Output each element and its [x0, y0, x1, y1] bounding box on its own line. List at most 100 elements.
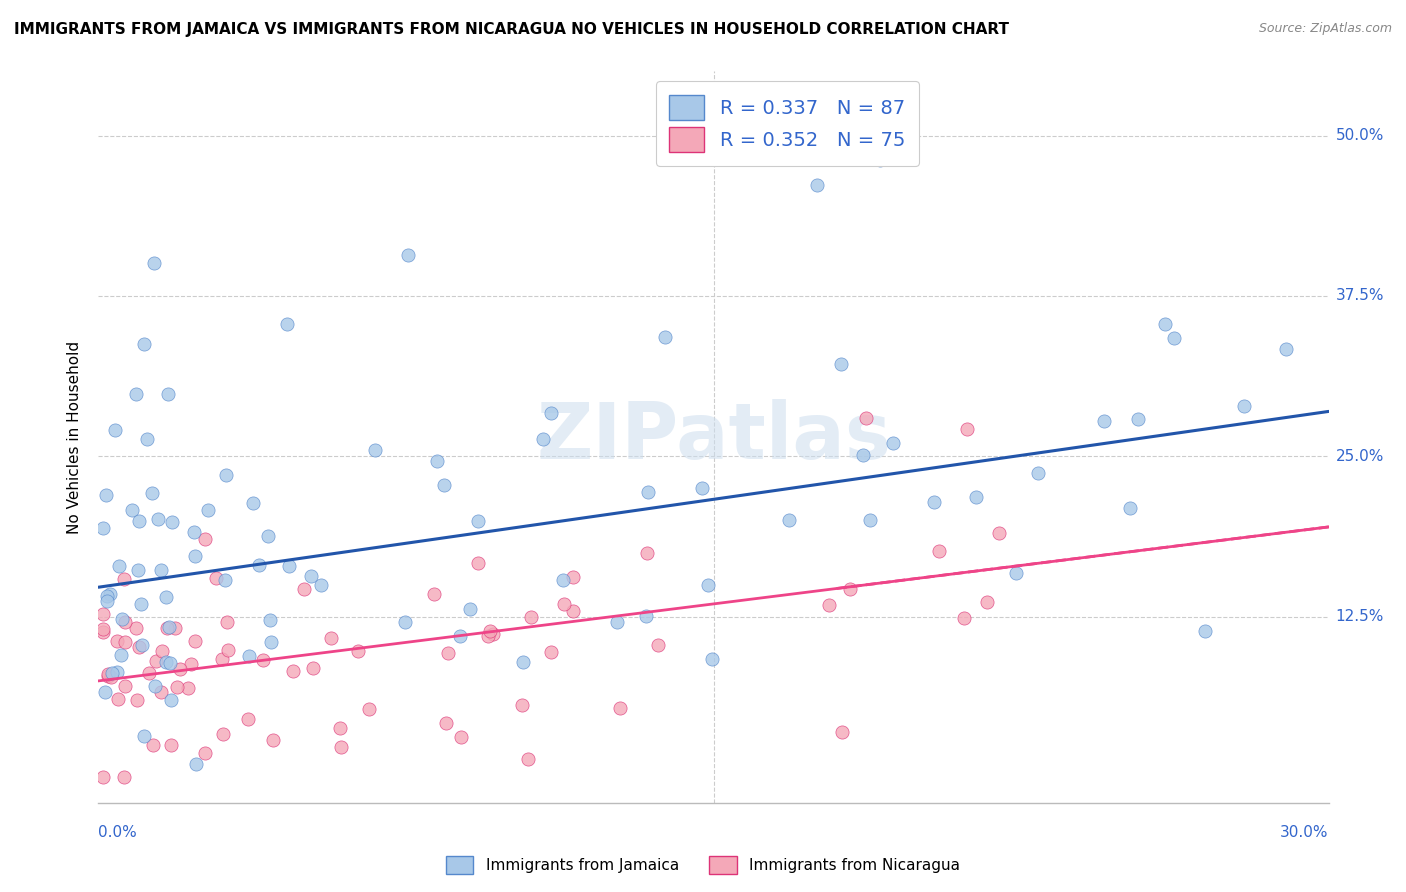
Point	[1092, 414, 1115, 428]
Point	[160, 738, 183, 752]
Point	[155, 621, 177, 635]
Point	[252, 653, 274, 667]
Point	[184, 549, 207, 563]
Point	[1154, 318, 1177, 332]
Point	[562, 603, 585, 617]
Point	[214, 574, 236, 588]
Text: 30.0%: 30.0%	[1281, 825, 1329, 840]
Point	[260, 635, 283, 649]
Point	[165, 621, 187, 635]
Point	[364, 442, 387, 457]
Point	[127, 564, 149, 578]
Point	[433, 478, 456, 492]
Point	[818, 598, 841, 612]
Point	[166, 680, 188, 694]
Point	[553, 597, 575, 611]
Point	[93, 685, 115, 699]
Point	[96, 594, 118, 608]
Text: 50.0%: 50.0%	[1336, 128, 1384, 143]
Point	[214, 468, 236, 483]
Point	[184, 634, 207, 648]
Point	[510, 698, 533, 713]
Point	[1163, 331, 1185, 345]
Point	[831, 724, 853, 739]
Point	[129, 597, 152, 611]
Point	[394, 615, 416, 630]
Point	[125, 386, 148, 401]
Point	[423, 587, 446, 601]
Point	[637, 485, 659, 500]
Point	[97, 666, 120, 681]
Point	[155, 656, 177, 670]
Point	[517, 752, 540, 766]
Point	[150, 685, 173, 699]
Point	[242, 496, 264, 510]
Point	[551, 573, 574, 587]
Point	[145, 653, 167, 667]
Point	[359, 701, 381, 715]
Text: 12.5%: 12.5%	[1336, 609, 1384, 624]
Point	[141, 486, 163, 500]
Point	[512, 655, 534, 669]
Point	[159, 657, 181, 671]
Point	[110, 648, 132, 663]
Point	[922, 495, 945, 509]
Point	[606, 615, 628, 630]
Text: IMMIGRANTS FROM JAMAICA VS IMMIGRANTS FROM NICARAGUA NO VEHICLES IN HOUSEHOLD CO: IMMIGRANTS FROM JAMAICA VS IMMIGRANTS FR…	[14, 22, 1010, 37]
Point	[180, 657, 202, 671]
Point	[697, 578, 720, 592]
Y-axis label: No Vehicles in Household: No Vehicles in Household	[67, 341, 83, 533]
Point	[806, 178, 828, 193]
Point	[128, 640, 150, 654]
Point	[136, 433, 159, 447]
Point	[467, 514, 489, 528]
Legend: R = 0.337   N = 87, R = 0.352   N = 75: R = 0.337 N = 87, R = 0.352 N = 75	[655, 81, 920, 166]
Point	[211, 652, 233, 666]
Point	[138, 665, 160, 680]
Point	[311, 578, 333, 592]
Point	[215, 615, 238, 629]
Point	[111, 612, 134, 626]
Point	[217, 643, 239, 657]
Point	[634, 609, 657, 624]
Point	[96, 589, 118, 603]
Point	[329, 721, 352, 735]
Point	[114, 615, 136, 630]
Text: 37.5%: 37.5%	[1336, 288, 1384, 303]
Point	[91, 622, 114, 636]
Point	[477, 630, 499, 644]
Point	[105, 634, 128, 648]
Point	[520, 610, 543, 624]
Point	[259, 613, 281, 627]
Point	[238, 649, 260, 664]
Point	[838, 582, 860, 596]
Point	[194, 746, 217, 760]
Point	[91, 521, 114, 535]
Point	[278, 559, 301, 574]
Point	[169, 662, 191, 676]
Point	[112, 770, 135, 784]
Point	[561, 570, 583, 584]
Point	[125, 621, 148, 635]
Point	[150, 562, 173, 576]
Point	[976, 594, 998, 608]
Point	[104, 423, 127, 437]
Point	[965, 490, 987, 504]
Point	[1275, 343, 1298, 357]
Point	[690, 481, 713, 495]
Point	[396, 248, 419, 262]
Point	[131, 638, 153, 652]
Point	[128, 514, 150, 528]
Point	[156, 387, 179, 401]
Point	[292, 582, 315, 596]
Text: Source: ZipAtlas.com: Source: ZipAtlas.com	[1258, 22, 1392, 36]
Point	[91, 625, 114, 640]
Point	[319, 632, 342, 646]
Point	[132, 337, 155, 351]
Point	[330, 740, 353, 755]
Point	[142, 738, 165, 752]
Point	[778, 513, 800, 527]
Point	[436, 646, 458, 660]
Point	[150, 643, 173, 657]
Point	[830, 357, 852, 371]
